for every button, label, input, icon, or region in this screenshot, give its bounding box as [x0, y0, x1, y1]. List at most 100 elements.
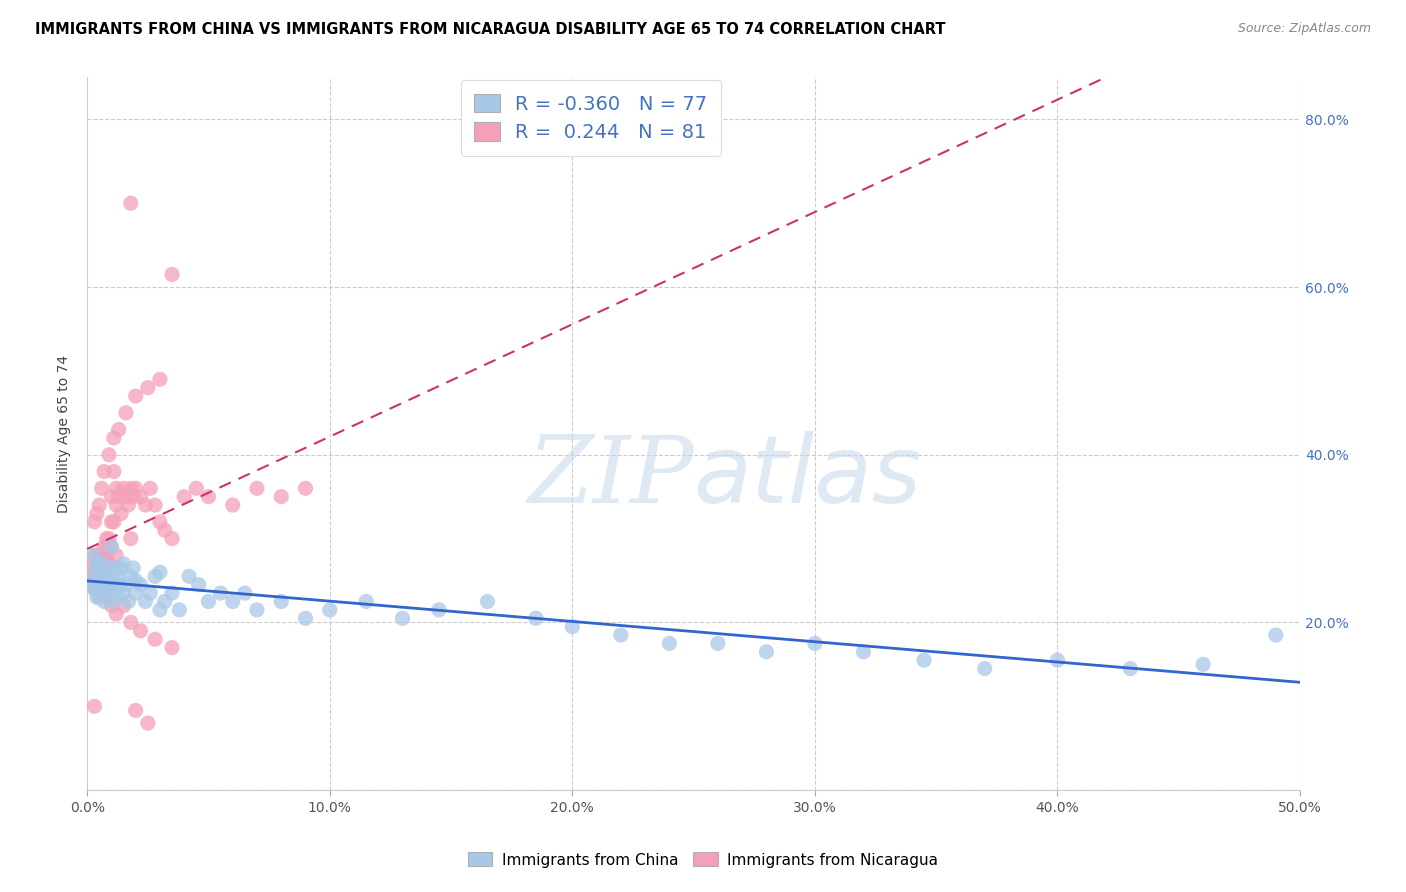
- Point: [1119, 662, 1142, 676]
- Point: [755, 645, 778, 659]
- Point: [89, 498, 111, 512]
- Point: [90, 578, 112, 592]
- Point: [107, 490, 129, 504]
- Point: [83, 565, 105, 579]
- Point: [160, 586, 183, 600]
- Point: [294, 481, 316, 495]
- Point: [143, 498, 166, 512]
- Point: [100, 569, 122, 583]
- Point: [852, 645, 875, 659]
- Point: [112, 481, 135, 495]
- Text: atlas: atlas: [693, 431, 922, 522]
- Point: [100, 490, 122, 504]
- Point: [139, 586, 162, 600]
- Point: [96, 532, 118, 546]
- Point: [136, 381, 159, 395]
- Point: [83, 582, 105, 596]
- Point: [93, 565, 115, 579]
- Point: [98, 448, 121, 462]
- Point: [86, 557, 108, 571]
- Point: [89, 569, 111, 583]
- Point: [610, 628, 633, 642]
- Point: [197, 594, 219, 608]
- Point: [149, 603, 172, 617]
- Point: [153, 594, 176, 608]
- Point: [427, 603, 450, 617]
- Point: [120, 481, 142, 495]
- Point: [124, 389, 146, 403]
- Point: [89, 574, 111, 588]
- Point: [107, 423, 129, 437]
- Point: [136, 716, 159, 731]
- Point: [169, 603, 191, 617]
- Point: [83, 549, 105, 563]
- Point: [1046, 653, 1069, 667]
- Point: [177, 569, 200, 583]
- Point: [561, 620, 583, 634]
- Point: [107, 569, 129, 583]
- Point: [160, 268, 183, 282]
- Point: [103, 594, 125, 608]
- Point: [122, 561, 145, 575]
- Point: [105, 607, 128, 621]
- Point: [143, 569, 166, 583]
- Point: [524, 611, 547, 625]
- Text: IMMIGRANTS FROM CHINA VS IMMIGRANTS FROM NICARAGUA DISABILITY AGE 65 TO 74 CORRE: IMMIGRANTS FROM CHINA VS IMMIGRANTS FROM…: [35, 22, 946, 37]
- Point: [222, 594, 245, 608]
- Point: [93, 594, 115, 608]
- Point: [270, 490, 292, 504]
- Point: [98, 532, 121, 546]
- Point: [134, 594, 156, 608]
- Point: [124, 704, 146, 718]
- Point: [973, 662, 995, 676]
- Point: [122, 490, 145, 504]
- Point: [96, 586, 118, 600]
- Point: [246, 603, 269, 617]
- Point: [112, 557, 135, 571]
- Point: [80, 565, 103, 579]
- Point: [149, 565, 172, 579]
- Point: [93, 586, 115, 600]
- Point: [912, 653, 935, 667]
- Point: [110, 561, 132, 575]
- Legend: R = -0.360   N = 77, R =  0.244   N = 81: R = -0.360 N = 77, R = 0.244 N = 81: [461, 80, 721, 156]
- Point: [117, 498, 139, 512]
- Point: [160, 532, 183, 546]
- Point: [115, 406, 138, 420]
- Point: [93, 549, 115, 563]
- Point: [804, 636, 827, 650]
- Point: [83, 515, 105, 529]
- Point: [112, 599, 135, 613]
- Point: [129, 624, 152, 638]
- Point: [90, 481, 112, 495]
- Point: [98, 557, 121, 571]
- Point: [233, 586, 256, 600]
- Point: [115, 578, 138, 592]
- Point: [100, 586, 122, 600]
- Point: [83, 574, 105, 588]
- Point: [120, 532, 142, 546]
- Point: [86, 507, 108, 521]
- Point: [149, 515, 172, 529]
- Point: [93, 574, 115, 588]
- Point: [93, 565, 115, 579]
- Point: [96, 561, 118, 575]
- Point: [120, 569, 142, 583]
- Point: [105, 586, 128, 600]
- Point: [103, 515, 125, 529]
- Point: [96, 549, 118, 563]
- Point: [294, 611, 316, 625]
- Point: [89, 557, 111, 571]
- Point: [115, 490, 138, 504]
- Y-axis label: Disability Age 65 to 74: Disability Age 65 to 74: [58, 355, 72, 513]
- Point: [89, 586, 111, 600]
- Point: [100, 599, 122, 613]
- Text: ZIP: ZIP: [527, 432, 693, 522]
- Point: [246, 481, 269, 495]
- Point: [83, 582, 105, 596]
- Point: [90, 557, 112, 571]
- Point: [89, 557, 111, 571]
- Point: [197, 490, 219, 504]
- Point: [103, 465, 125, 479]
- Point: [129, 490, 152, 504]
